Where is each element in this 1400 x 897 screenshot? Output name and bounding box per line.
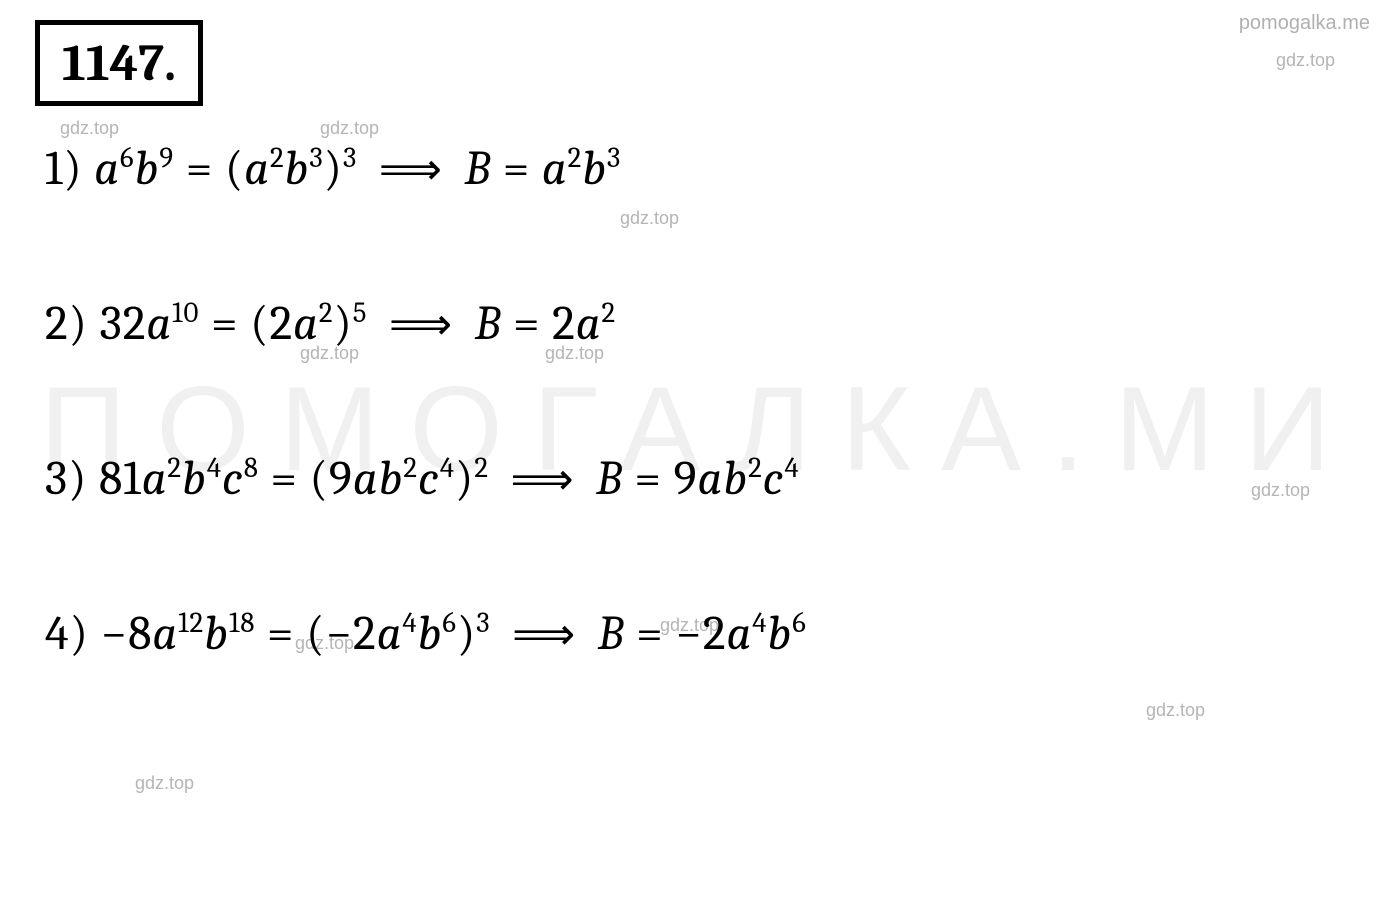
eq1-lhs-exp-b: 9 <box>159 142 174 175</box>
eq3-result-var: B <box>596 451 623 506</box>
eq3-res-coef: 9 <box>674 451 698 506</box>
eq1-lhs-a: a <box>94 141 120 196</box>
eq4-num: 4) <box>45 606 89 661</box>
eq3-lhs-coef: 81 <box>99 451 142 506</box>
eq3-res-exp-b: 2 <box>748 452 763 485</box>
eq1-res-a: a <box>542 141 568 196</box>
problem-number-box: 1147. <box>35 20 203 106</box>
eq1-result-var: B <box>464 141 491 196</box>
eq2-lhs-coef: 32 <box>100 296 147 351</box>
implies-arrow: ⟹ <box>389 300 453 349</box>
eq4-lhs-a: a <box>152 606 178 661</box>
eq4-res-exp-a: 4 <box>752 607 767 640</box>
implies-arrow: ⟹ <box>512 610 576 659</box>
eq2-lhs-exp: 10 <box>172 297 199 330</box>
eq1-rhs-exp-b: 3 <box>309 142 323 175</box>
eq4-res-exp-b: 6 <box>792 607 807 640</box>
eq1-lhs-b: b <box>135 141 160 196</box>
eq3-num: 3) <box>45 451 87 506</box>
eq3-lhs-a: a <box>142 451 168 506</box>
eq2-res-exp: 2 <box>602 297 617 330</box>
eq4-rhs-exp-b: 6 <box>442 607 457 640</box>
eq3-rhs-exp-b: 2 <box>403 452 418 485</box>
eq4-lhs-b: b <box>204 606 229 661</box>
eq3-rhs-b: b <box>379 451 404 506</box>
problem-number: 1147. <box>62 33 176 93</box>
implies-arrow: ⟹ <box>510 455 574 504</box>
equation-3: 3) 81a2b4c8 = (9ab2c4)2 ⟹ B = 9ab2c4 <box>45 451 1370 506</box>
eq3-res-c: c <box>763 451 785 506</box>
eq2-rhs-coef: 2 <box>269 296 293 351</box>
eq1-rhs-exp-a: 2 <box>270 142 285 175</box>
eq3-lhs-exp-c: 8 <box>244 452 259 485</box>
eq3-lhs-b: b <box>182 451 207 506</box>
eq4-rhs-exp-a: 4 <box>402 607 417 640</box>
eq1-rhs-a: a <box>244 141 270 196</box>
eq1-outer-exp: 3 <box>343 142 357 175</box>
eq3-lhs-exp-a: 2 <box>167 452 182 485</box>
eq1-res-exp-a: 2 <box>568 142 583 175</box>
eq2-num: 2) <box>45 296 88 351</box>
eq1-num: 1) <box>45 141 83 196</box>
eq3-res-a: a <box>698 451 724 506</box>
eq4-rhs-a: a <box>377 606 403 661</box>
eq4-rhs-coef: −2 <box>325 606 376 661</box>
eq2-res-a: a <box>576 296 602 351</box>
eq4-result-var: B <box>598 606 625 661</box>
eq4-lhs-exp-a: 12 <box>178 607 204 640</box>
eq2-result-var: B <box>475 296 502 351</box>
equation-1: 1) a6b9 = (a2b3)3 ⟹ B = a2b3 <box>45 141 1370 196</box>
main-content: 1147. 1) a6b9 = (a2b3)3 ⟹ B = a2b3 2) 32… <box>30 20 1370 661</box>
eq1-res-b: b <box>582 141 607 196</box>
eq3-rhs-coef: 9 <box>329 451 353 506</box>
eq3-res-exp-c: 4 <box>785 452 800 485</box>
implies-arrow: ⟹ <box>379 145 443 194</box>
eq3-rhs-c: c <box>418 451 440 506</box>
equation-4: 4) −8a12b18 = (−2a4b6)3 ⟹ B = −2a4b6 <box>45 606 1370 661</box>
eq3-rhs-exp-c: 4 <box>440 452 455 485</box>
eq2-rhs-exp: 2 <box>319 297 334 330</box>
eq4-rhs-b: b <box>418 606 443 661</box>
eq3-res-b: b <box>723 451 748 506</box>
eq4-lhs-coef: −8 <box>101 606 153 661</box>
eq3-lhs-c: c <box>222 451 244 506</box>
eq4-res-b: b <box>767 606 792 661</box>
eq2-outer-exp: 5 <box>353 297 368 330</box>
eq3-rhs-a: a <box>353 451 379 506</box>
eq2-rhs-a: a <box>293 296 319 351</box>
eq2-lhs-a: a <box>146 296 172 351</box>
eq3-lhs-exp-b: 4 <box>207 452 222 485</box>
watermark-gdz: gdz.top <box>1146 700 1205 721</box>
eq4-res-coef: −2 <box>675 606 726 661</box>
equation-2: 2) 32a10 = (2a2)5 ⟹ B = 2a2 <box>45 296 1370 351</box>
eq2-res-coef: 2 <box>552 296 576 351</box>
eq4-res-a: a <box>726 606 752 661</box>
eq4-outer-exp: 3 <box>476 607 490 640</box>
eq4-lhs-exp-b: 18 <box>229 607 255 640</box>
eq1-lhs-exp-a: 6 <box>120 142 135 175</box>
watermark-gdz: gdz.top <box>135 773 194 794</box>
eq1-res-exp-b: 3 <box>607 142 621 175</box>
eq1-rhs-b: b <box>285 141 310 196</box>
eq3-outer-exp: 2 <box>474 452 489 485</box>
